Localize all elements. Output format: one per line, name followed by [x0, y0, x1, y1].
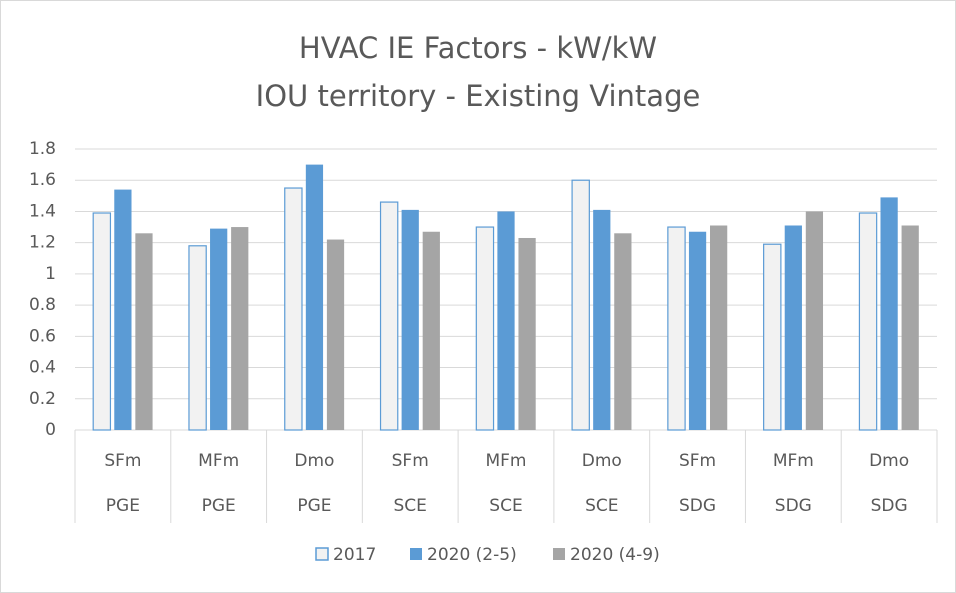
chart-title: HVAC IE Factors - kW/kW [299, 31, 657, 65]
y-tick-label: 0.8 [29, 295, 56, 315]
y-tick-label: 0.6 [29, 326, 56, 346]
x-group-label: SCE [585, 496, 618, 516]
x-tick-label: Dmo [294, 451, 334, 471]
x-tick-label: MFm [485, 451, 526, 471]
bar [593, 209, 611, 430]
x-group-label: SCE [489, 496, 522, 516]
x-group-label: SCE [394, 496, 427, 516]
chart-subtitle: IOU territory - Existing Vintage [256, 79, 701, 113]
y-tick-label: 1.8 [29, 139, 56, 159]
bar [571, 179, 590, 431]
bar [518, 237, 536, 430]
x-group-label: SDG [775, 496, 812, 516]
bar [379, 201, 399, 431]
x-tick-label: MFm [198, 451, 239, 471]
bar [422, 231, 440, 430]
bar [880, 197, 898, 430]
bar [188, 245, 207, 431]
bar [114, 189, 132, 430]
bar [710, 225, 728, 430]
bar [135, 233, 153, 430]
bar [667, 226, 686, 431]
x-group-label: PGE [202, 496, 236, 516]
bar [475, 226, 495, 431]
legend-label: 2017 [333, 545, 376, 565]
legend-label: 2020 (2-5) [427, 545, 517, 565]
y-tick-label: 0 [45, 420, 56, 440]
x-tick-label: Dmo [869, 451, 909, 471]
y-tick-label: 1.4 [29, 201, 56, 221]
y-tick-label: 1.2 [29, 233, 56, 253]
bar [497, 211, 515, 430]
bar [784, 225, 802, 430]
bar [901, 225, 919, 430]
x-tick-label: SFm [392, 451, 429, 471]
x-group-label: PGE [297, 496, 331, 516]
x-tick-label: SFm [679, 451, 716, 471]
x-group-label: PGE [106, 496, 140, 516]
x-tick-label: MFm [773, 451, 814, 471]
bar [326, 239, 345, 430]
y-tick-label: 1 [45, 264, 56, 284]
legend-swatch [410, 548, 422, 560]
y-tick-label: 0.4 [29, 358, 56, 378]
y-tick-label: 0.2 [29, 389, 56, 409]
bar [805, 211, 824, 430]
bar [763, 243, 782, 431]
bar [284, 187, 303, 431]
bar [92, 212, 112, 431]
bar [231, 227, 249, 430]
y-tick-label: 1.6 [29, 170, 56, 190]
x-tick-label: Dmo [582, 451, 622, 471]
legend-swatch [553, 548, 565, 560]
x-group-label: SDG [679, 496, 716, 516]
legend-label: 2020 (4-9) [570, 545, 660, 565]
legend-swatch [315, 547, 329, 561]
x-group-label: SDG [871, 496, 908, 516]
bar [614, 233, 632, 430]
bar [210, 228, 228, 430]
bar [401, 209, 419, 430]
x-tick-label: SFm [104, 451, 141, 471]
bar [858, 212, 878, 431]
bar [305, 164, 324, 430]
bar [688, 231, 707, 430]
